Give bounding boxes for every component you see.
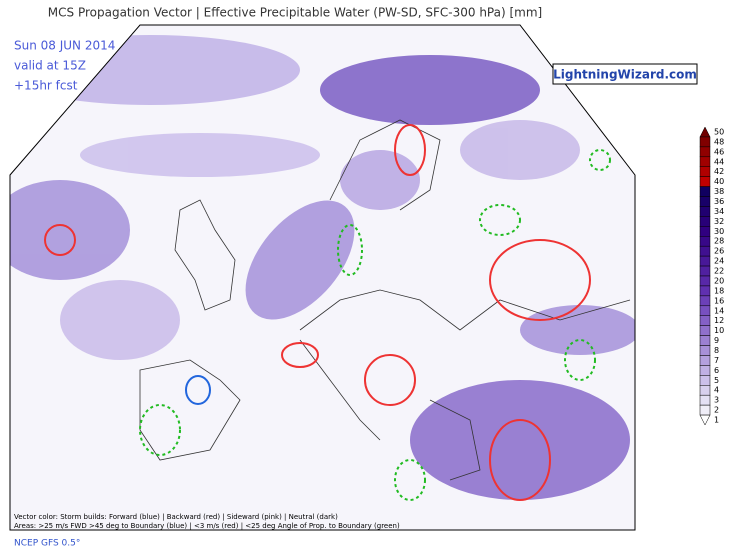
colorbar-box bbox=[699, 285, 711, 297]
colorbar-box bbox=[699, 216, 711, 227]
red-areas bbox=[44, 124, 591, 501]
colorbar-box bbox=[699, 385, 711, 396]
colorbar-box bbox=[699, 375, 711, 386]
colorbar-label: 12 bbox=[714, 316, 724, 325]
colorbar-box bbox=[699, 146, 711, 158]
colorbar-box bbox=[699, 156, 711, 167]
colorbar-label: 28 bbox=[714, 237, 724, 246]
colorbar-label: 10 bbox=[714, 326, 724, 335]
colorbar-label: 44 bbox=[714, 157, 724, 166]
colorbar-box bbox=[699, 255, 711, 267]
colorbar-label: 18 bbox=[714, 286, 724, 295]
colorbar-box bbox=[699, 136, 711, 148]
colorbar-label: 3 bbox=[714, 396, 719, 405]
map-frame bbox=[9, 24, 636, 531]
forecast-hour: +15hr fcst bbox=[14, 79, 78, 93]
colorbar-box bbox=[699, 226, 711, 237]
colorbar-box bbox=[699, 315, 711, 326]
colorbar-label: 36 bbox=[714, 197, 724, 206]
brand: LightningWizard.com bbox=[553, 68, 697, 82]
pw-field bbox=[10, 35, 635, 500]
colorbar-box bbox=[699, 355, 711, 366]
colorbar-label: 16 bbox=[714, 296, 724, 305]
colorbar-box bbox=[699, 325, 711, 336]
colorbar-label: 50 bbox=[714, 127, 724, 136]
colorbar-label: 46 bbox=[714, 147, 724, 156]
colorbar-box bbox=[699, 365, 711, 376]
green-areas bbox=[139, 149, 611, 501]
colorbar: 5048464442403836343230282624222018161412… bbox=[699, 126, 724, 426]
colorbar-label: 8 bbox=[714, 346, 719, 355]
colorbar-label: 32 bbox=[714, 217, 724, 226]
colorbar-label: 1 bbox=[714, 416, 719, 425]
colorbar-label: 42 bbox=[714, 167, 724, 176]
colorbar-box bbox=[699, 404, 711, 416]
colorbar-box bbox=[699, 295, 711, 307]
colorbar-label: 5 bbox=[714, 376, 719, 385]
colorbar-label: 40 bbox=[714, 177, 724, 186]
model: NCEP GFS 0.5° bbox=[14, 539, 80, 549]
colorbar-box bbox=[699, 236, 711, 247]
colorbar-box bbox=[699, 245, 711, 257]
colorbar-box bbox=[699, 186, 711, 197]
title: MCS Propagation Vector | Effective Preci… bbox=[48, 6, 542, 20]
colorbar-label: 22 bbox=[714, 267, 724, 276]
colorbar-box bbox=[699, 305, 711, 316]
colorbar-label: 2 bbox=[714, 406, 719, 415]
legend-line-1: Vector color: Storm builds: Forward (blu… bbox=[14, 513, 338, 521]
colorbar-label: 38 bbox=[714, 187, 724, 196]
colorbar-box bbox=[699, 345, 711, 356]
coastlines bbox=[139, 119, 631, 481]
colorbar-label: 20 bbox=[714, 276, 724, 285]
valid-time: valid at 15Z bbox=[14, 59, 86, 73]
colorbar-label: 14 bbox=[714, 306, 724, 315]
colorbar-box bbox=[699, 196, 711, 207]
legend-line-2: Areas: >25 m/s FWD >45 deg to Boundary (… bbox=[14, 522, 400, 530]
colorbar-box bbox=[699, 176, 711, 187]
colorbar-box bbox=[699, 166, 711, 177]
colorbar-label: 7 bbox=[714, 356, 719, 365]
colorbar-box bbox=[699, 126, 711, 138]
colorbar-label: 4 bbox=[714, 386, 719, 395]
colorbar-box bbox=[699, 275, 711, 287]
colorbar-box bbox=[699, 335, 711, 346]
colorbar-label: 30 bbox=[714, 227, 724, 236]
colorbar-label: 6 bbox=[714, 366, 719, 375]
colorbar-label: 34 bbox=[714, 207, 724, 216]
colorbar-label: 24 bbox=[714, 257, 724, 266]
date: Sun 08 JUN 2014 bbox=[14, 39, 115, 53]
colorbar-label: 48 bbox=[714, 137, 724, 146]
brand-box bbox=[552, 63, 698, 85]
blue-area bbox=[185, 375, 211, 405]
colorbar-label: 26 bbox=[714, 247, 724, 256]
colorbar-box bbox=[699, 206, 711, 217]
colorbar-box bbox=[699, 414, 711, 426]
colorbar-box bbox=[699, 265, 711, 277]
colorbar-label: 9 bbox=[714, 336, 719, 345]
colorbar-box bbox=[699, 394, 711, 406]
